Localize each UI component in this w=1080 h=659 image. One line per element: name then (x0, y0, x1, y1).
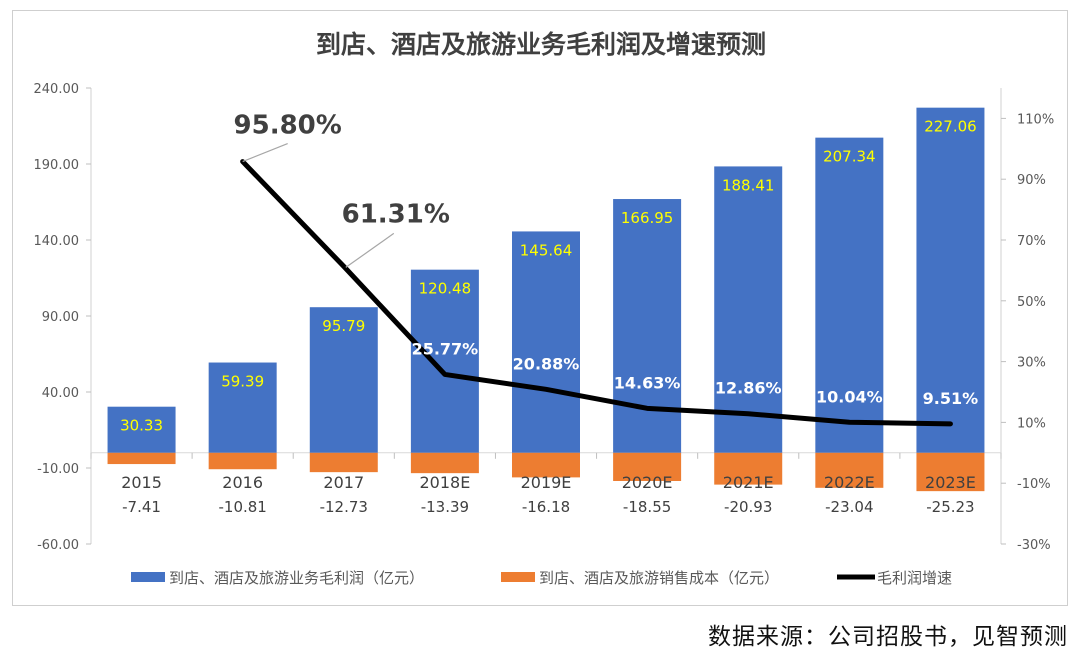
growth-label: 10.04% (816, 387, 883, 406)
cost-bar-label: -12.73 (320, 498, 368, 516)
right-axis-tick-label: 110% (1017, 112, 1054, 127)
x-axis-category-label: 2015 (121, 473, 162, 492)
x-axis-category-label: 2020E (622, 473, 673, 492)
profit-bar (309, 307, 378, 453)
x-axis-category-label: 2018E (419, 473, 470, 492)
cost-bar-label: -23.04 (825, 498, 873, 516)
profit-bar-label: 95.79 (322, 317, 365, 335)
legend: 到店、酒店及旅游业务毛利润（亿元） 到店、酒店及旅游销售成本（亿元） 毛利润增速 (131, 569, 952, 587)
profit-bar (208, 362, 277, 453)
profit-bar-label: 227.06 (924, 118, 977, 136)
growth-line (240, 159, 953, 427)
right-axis-tick-label: 30% (1017, 356, 1046, 371)
right-axis-tick-label: 70% (1017, 234, 1046, 249)
profit-bar-label: 166.95 (621, 209, 674, 227)
cost-bar (815, 452, 884, 488)
profit-bar-label: 120.48 (419, 280, 472, 298)
growth-label-leader (242, 143, 288, 163)
left-axis-tick-label: -60.00 (37, 538, 79, 553)
cost-bar-label: -7.41 (122, 498, 161, 516)
cost-bar (309, 452, 378, 473)
x-axis-category-label: 2022E (824, 473, 875, 492)
growth-label-leader (345, 232, 395, 268)
right-axis-tick-label: -10% (1017, 477, 1051, 492)
cost-bar (410, 452, 479, 474)
cost-bar (916, 452, 985, 492)
profit-bar-label: 30.33 (120, 417, 163, 435)
profit-bar (512, 231, 580, 453)
legend-label: 到店、酒店及旅游业务毛利润（亿元） (169, 569, 424, 587)
left-axis-tick-label: -10.00 (37, 462, 79, 477)
x-axis-category-label: 2016 (222, 473, 263, 492)
profit-bar (916, 107, 985, 453)
left-axis-tick-label: 240.00 (34, 82, 80, 97)
growth-label: 9.51% (923, 389, 979, 408)
cost-bar-label: -25.23 (926, 498, 974, 516)
profit-bar-label: 59.39 (221, 373, 264, 391)
profit-bar (815, 137, 884, 453)
cost-bar-label: -13.39 (421, 498, 469, 516)
growth-label: 25.77% (412, 339, 479, 358)
right-axis-tick-label: 50% (1017, 295, 1046, 310)
growth-label: 14.63% (614, 373, 681, 392)
cost-bar-label: -10.81 (218, 498, 266, 516)
cost-bar (208, 452, 277, 470)
x-axis-category-label: 2019E (521, 473, 572, 492)
right-axis-tick-label: 90% (1017, 173, 1046, 188)
source-note: 数据来源：公司招股书，见智预测 (708, 624, 1068, 650)
chart-title: 到店、酒店及旅游业务毛利润及增速预测 (316, 30, 766, 59)
x-axis-category-label: 2017 (323, 473, 364, 492)
growth-label: 12.86% (715, 379, 782, 398)
legend-label: 毛利润增速 (877, 569, 952, 587)
left-axis-tick-label: 190.00 (34, 158, 80, 173)
growth-label: 95.80% (234, 111, 342, 141)
cost-bar-label: -16.18 (522, 498, 570, 516)
profit-bar (410, 269, 479, 453)
left-axis-tick-label: 140.00 (34, 234, 80, 249)
right-axis-tick-label: -30% (1017, 538, 1051, 553)
profit-bar (613, 199, 682, 453)
left-axis-tick-label: 90.00 (42, 310, 79, 325)
profit-bar-label: 145.64 (520, 241, 573, 259)
legend-swatch (501, 572, 535, 582)
x-axis-category-label: 2021E (723, 473, 774, 492)
chart-frame: 到店、酒店及旅游业务毛利润及增速预测 240.00 190.00 140.00 90.… (12, 10, 1068, 606)
left-axis-tick-label: 40.00 (42, 386, 79, 401)
cost-bar (512, 452, 580, 478)
growth-label: 61.31% (342, 199, 450, 229)
profit-bar (714, 166, 783, 453)
cost-bar-label: -20.93 (724, 498, 772, 516)
x-axis-category-label: 2023E (925, 473, 976, 492)
legend-swatch (131, 572, 165, 582)
profit-bar-label: 188.41 (722, 176, 775, 194)
profit-bar-label: 207.34 (823, 148, 876, 166)
cost-bar (714, 452, 783, 485)
cost-bar (613, 452, 682, 481)
growth-label: 20.88% (513, 354, 580, 373)
cost-bar (107, 452, 176, 465)
right-axis-tick-label: 10% (1017, 416, 1046, 431)
legend-label: 到店、酒店及旅游销售成本（亿元） (539, 569, 779, 587)
cost-bar-label: -18.55 (623, 498, 671, 516)
profit-bar (107, 406, 176, 453)
gross-profit-chart: 到店、酒店及旅游业务毛利润及增速预测 240.00 190.00 140.00 90.… (34, 30, 1055, 587)
